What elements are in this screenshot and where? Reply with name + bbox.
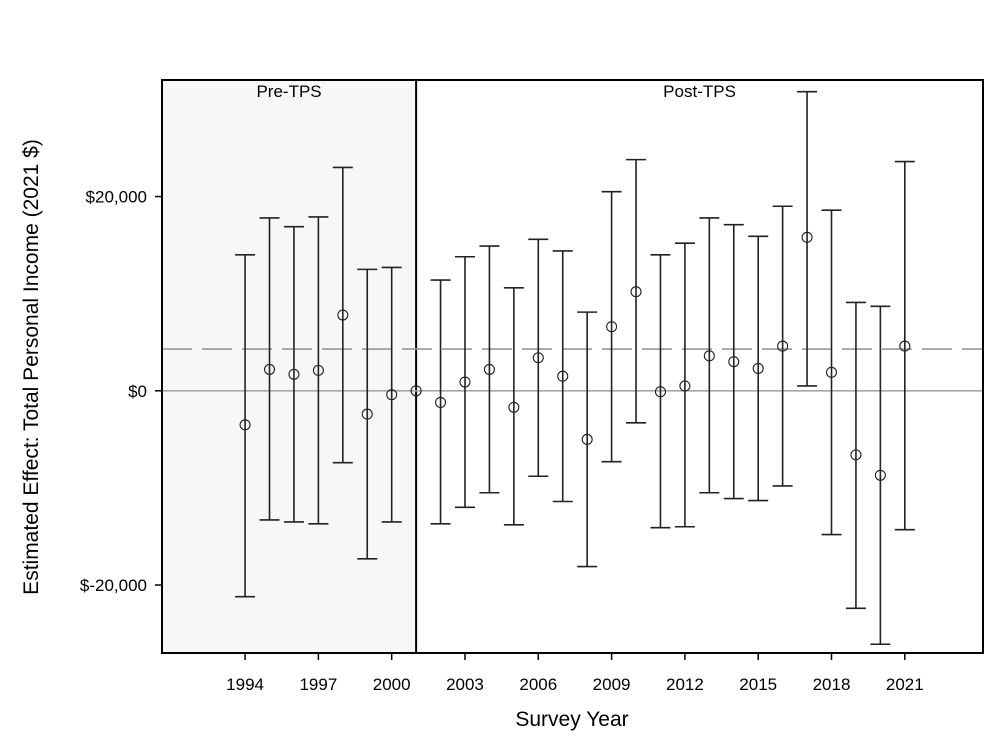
- error-bar-2005: [503, 287, 524, 526]
- y-axis: $20,000 $0 $-20,000: [80, 188, 162, 595]
- data-point-1995: [263, 363, 276, 375]
- error-bar-1999: [357, 268, 378, 560]
- data-point-1998: [337, 309, 349, 321]
- panel-labels: Pre-TPS Post-TPS: [256, 82, 735, 101]
- data-point-2021: [899, 340, 911, 352]
- data-point-2003: [459, 376, 471, 388]
- error-bar-2008: [577, 311, 598, 568]
- error-bars: [235, 90, 915, 646]
- data-point-2018: [825, 366, 838, 378]
- data-point-2013: [703, 350, 715, 362]
- error-bar-2011: [650, 254, 671, 529]
- error-bar-1995: [259, 217, 280, 521]
- x-tick-label: 2009: [593, 675, 631, 694]
- data-point-2014: [728, 356, 740, 368]
- error-bar-2014: [723, 223, 744, 500]
- error-bar-2018: [821, 209, 842, 536]
- x-tick-label: 2000: [373, 675, 411, 694]
- error-bar-2015: [748, 235, 769, 502]
- x-axis-title: Survey Year: [515, 708, 628, 731]
- reference-lines: [162, 348, 983, 392]
- data-point-2002: [435, 396, 447, 408]
- data-point-1996: [288, 368, 300, 380]
- data-point-2016: [777, 340, 789, 352]
- error-bar-2010: [626, 158, 647, 424]
- error-bar-2020: [870, 305, 891, 646]
- error-bar-2013: [699, 217, 720, 494]
- error-bar-1996: [283, 225, 304, 523]
- error-bar-2012: [674, 242, 695, 528]
- x-tick-label: 1997: [299, 675, 337, 694]
- error-bar-2006: [528, 238, 549, 478]
- data-point-2020: [874, 469, 886, 481]
- error-bar-1997: [308, 216, 329, 525]
- error-bar-2007: [552, 250, 573, 503]
- error-bar-2009: [601, 190, 622, 463]
- y-tick-label: $0: [128, 382, 147, 401]
- error-bar-2019: [845, 301, 866, 610]
- error-bar-2003: [454, 255, 475, 509]
- error-bar-2002: [430, 279, 451, 525]
- data-point-2009: [606, 321, 618, 333]
- x-tick-label: 2018: [813, 675, 851, 694]
- y-tick-label: $20,000: [86, 188, 147, 207]
- error-bar-1998: [332, 166, 353, 464]
- data-point-2019: [850, 449, 862, 461]
- data-point-2010: [630, 286, 642, 298]
- error-bar-2021: [894, 160, 915, 531]
- region-label-post-tps: Post-TPS: [663, 82, 736, 101]
- data-point-2011: [654, 386, 667, 398]
- error-bar-2004: [479, 245, 500, 494]
- region-post-tps: [416, 80, 984, 653]
- error-bar-2000: [381, 266, 402, 523]
- x-tick-label: 2015: [739, 675, 777, 694]
- data-point-1999: [361, 408, 373, 420]
- x-axis: 1994 1997 2000 2003 2006 2009 2012 2015 2018 2021: [226, 653, 924, 694]
- x-tick-label: 2021: [886, 675, 924, 694]
- error-bar-2017: [797, 90, 818, 387]
- region-pre-tps: [162, 80, 417, 653]
- data-point-2015: [752, 362, 764, 374]
- plot-frame: [161, 79, 984, 654]
- error-bar-2016: [772, 205, 793, 487]
- data-point-2017: [801, 231, 813, 243]
- plot-border: [161, 79, 984, 654]
- y-tick-label: $-20,000: [80, 576, 147, 595]
- data-point-2005: [508, 401, 520, 413]
- region-label-pre-tps: Pre-TPS: [256, 82, 321, 101]
- data-point-1997: [312, 364, 324, 376]
- data-point-1994: [239, 419, 251, 431]
- y-axis-title: Estimated Effect: Total Personal Income …: [20, 139, 43, 595]
- data-point-2006: [532, 352, 544, 364]
- data-point-2007: [557, 370, 569, 382]
- x-tick-label: 1994: [226, 675, 264, 694]
- point-estimates: [239, 231, 911, 481]
- panel-regions: [162, 80, 984, 653]
- error-bar-1994: [235, 254, 256, 598]
- data-point-2004: [483, 363, 495, 375]
- data-point-2008: [581, 433, 593, 445]
- data-point-2001: [410, 385, 422, 397]
- data-point-2000: [386, 389, 398, 401]
- x-tick-label: 2003: [446, 675, 484, 694]
- data-point-2012: [679, 380, 691, 392]
- x-tick-label: 2012: [666, 675, 704, 694]
- x-tick-label: 2006: [519, 675, 557, 694]
